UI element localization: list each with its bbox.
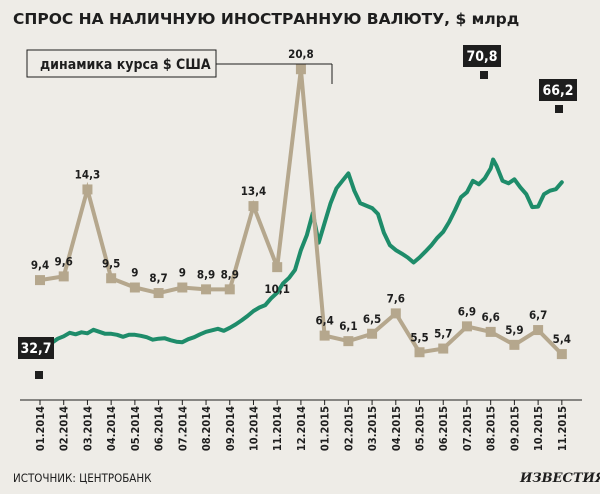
demand-data-label: 9 [179,266,186,280]
x-axis-ticks: 01.2014 02.2014 03.2014 04.2014 05.2014 06.20… [34,400,569,451]
rate-annotation-label: 66,2 [542,83,573,99]
demand-data-label: 9 [131,266,138,280]
x-tick-label: 07.2015 [461,406,474,451]
demand-point [556,349,567,360]
demand-data-label: 8,9 [197,267,215,281]
demand-data-label: 6,1 [339,319,357,333]
usd-rate-line [38,157,564,351]
demand-data-label: 9,6 [55,254,73,268]
x-tick-label: 09.2014 [224,406,237,451]
demand-data-labels: 9,4 9,6 14,3 9,5 9 8,7 9 8,9 8,9 13,4 10,1 20,8 6,4 6… [31,47,571,346]
brand-logo: ИЗВЕСТИЯ [519,471,600,486]
x-tick-label: 10.2014 [247,406,260,451]
x-tick-label: 02.2015 [342,406,355,451]
x-tick-label: 03.2015 [366,406,379,451]
rate-annotation-marker [480,71,488,79]
x-tick-label: 12.2014 [295,406,308,451]
x-tick-label: 08.2015 [485,406,498,451]
source-note: ИСТОЧНИК: ЦЕНТРОБАНК [13,471,152,485]
x-tick-label: 05.2015 [414,406,427,451]
demand-point [509,339,520,350]
demand-data-label: 5,7 [434,327,452,341]
demand-point [106,273,117,284]
demand-data-label: 5,9 [505,323,523,337]
demand-point [461,321,472,332]
demand-data-label: 9,4 [31,258,49,272]
demand-data-label: 5,4 [553,332,571,346]
demand-point [82,184,93,195]
demand-data-label: 8,7 [149,271,167,285]
x-tick-label: 01.2014 [34,406,47,451]
demand-series [35,64,567,360]
demand-point [414,347,425,358]
demand-data-label: 14,3 [75,167,101,181]
x-tick-label: 06.2015 [437,406,450,451]
rate-annotation-marker [35,371,43,379]
demand-point [390,308,401,319]
x-tick-label: 11.2015 [556,406,569,451]
demand-point [295,64,306,75]
demand-point [367,328,378,339]
demand-point [343,336,354,347]
demand-data-label: 10,1 [264,282,290,296]
demand-data-label: 6,6 [482,310,500,324]
demand-data-label: 13,4 [241,184,267,198]
rate-annotation-box [463,45,501,67]
demand-point [177,282,188,293]
demand-point [35,275,45,286]
demand-data-label: 6,9 [458,304,476,318]
demand-point [58,271,69,282]
demand-data-label: 6,5 [363,312,381,326]
rate-annotation-label: 70,8 [466,49,497,65]
demand-point [248,201,259,212]
rate-annotation-label: 32,7 [20,341,51,357]
demand-point [485,326,496,337]
x-tick-label: 05.2014 [129,406,142,451]
x-tick-label: 04.2015 [390,406,403,451]
legend-label: динамика курса $ США [40,57,211,73]
x-tick-label: 10.2015 [532,406,545,451]
x-tick-label: 11.2014 [271,406,284,451]
demand-data-label: 5,5 [410,330,428,344]
demand-data-label: 7,6 [387,291,405,305]
rate-annotation-box [18,337,54,359]
x-tick-label: 02.2014 [58,406,71,451]
x-tick-label: 07.2014 [176,406,189,451]
demand-data-label: 8,9 [221,267,239,281]
demand-point [201,284,212,295]
demand-point [153,288,164,299]
x-tick-label: 09.2015 [508,406,521,451]
chart-title: СПРОС НА НАЛИЧНУЮ ИНОСТРАННУЮ ВАЛЮТУ, $ … [13,10,519,28]
legend-box [26,49,217,78]
demand-data-label: 6,4 [315,314,333,328]
demand-data-label: 9,5 [102,256,120,270]
rate-annotation-box [539,79,577,101]
x-tick-label: 03.2014 [81,406,94,451]
rate-annotations: 32,7 70,8 66,2 [18,45,577,379]
legend: динамика курса $ США [26,49,333,84]
demand-point [224,284,235,295]
demand-point [438,343,449,354]
demand-data-label: 20,8 [288,47,314,61]
demand-point [272,262,283,273]
x-tick-label: 04.2014 [105,406,118,451]
x-tick-label: 08.2014 [200,406,213,451]
usd-rate-series [38,157,564,351]
demand-data-label: 6,7 [529,308,547,322]
demand-point [533,325,544,336]
rate-annotation-marker [555,105,563,113]
x-tick-label: 06.2014 [153,406,166,451]
demand-point [319,330,330,341]
demand-point [129,282,140,293]
x-tick-label: 01.2015 [319,406,332,451]
